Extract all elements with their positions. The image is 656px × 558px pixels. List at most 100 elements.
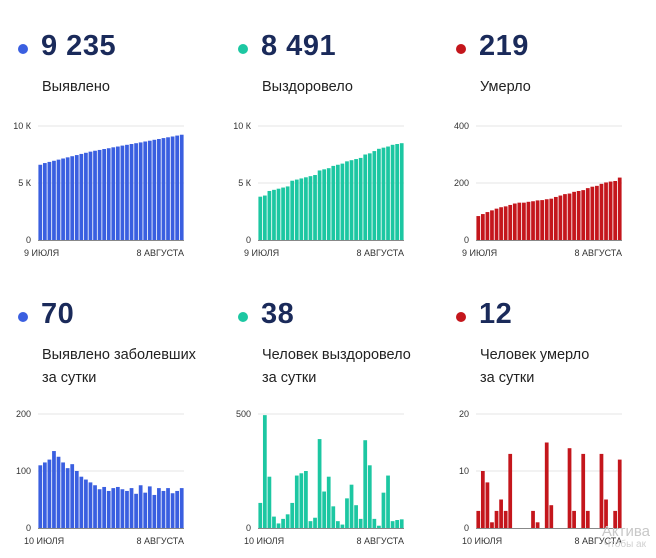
bar: [354, 159, 358, 240]
bar: [125, 144, 129, 240]
bar: [42, 163, 47, 240]
legend-dot-icon: [238, 312, 248, 322]
y-tick-label: 10 К: [233, 121, 252, 131]
bar: [42, 462, 47, 528]
bar: [70, 156, 75, 240]
bar: [331, 506, 336, 528]
x-tick-label-end: 8 АВГУСТА: [136, 248, 184, 258]
bar: [372, 151, 377, 240]
bar: [47, 161, 52, 240]
y-tick-label: 400: [454, 121, 469, 131]
bar: [544, 442, 549, 528]
stat-label: Человек выздоровело: [262, 347, 411, 363]
bar: [106, 148, 111, 240]
bar: [604, 182, 608, 240]
bar: [512, 203, 517, 240]
bar: [480, 471, 485, 528]
bar: [372, 518, 377, 528]
bar: [617, 459, 622, 528]
bar: [299, 473, 304, 528]
bar: [581, 453, 586, 528]
bar: [367, 465, 372, 528]
bar: [276, 523, 281, 528]
y-tick-label: 200: [454, 178, 469, 188]
bar: [56, 456, 61, 528]
bar: [276, 188, 281, 240]
stat-label: Умерло: [480, 79, 531, 95]
bar: [115, 146, 120, 240]
bar: [395, 520, 400, 528]
x-tick-label-start: 9 ИЮЛЯ: [244, 248, 279, 258]
bar: [111, 488, 116, 528]
bar: [299, 178, 304, 240]
y-tick-label: 10 К: [13, 121, 32, 131]
bar: [84, 479, 88, 528]
x-tick-label-start: 10 ИЮЛЯ: [24, 536, 64, 546]
bar: [540, 200, 545, 240]
x-tick-label-end: 8 АВГУСТА: [356, 248, 404, 258]
bar: [308, 176, 313, 240]
bar: [52, 451, 56, 528]
bar: [490, 210, 494, 240]
bar: [340, 163, 345, 240]
bar: [499, 499, 503, 528]
bar: [143, 141, 148, 240]
x-tick-label-end: 8 АВГУСТА: [136, 536, 184, 546]
bar: [522, 202, 526, 240]
bar: [65, 157, 70, 240]
bar-chart: 0 200 400 9 ИЮЛЯ 8 АВГУСТА: [454, 121, 622, 258]
bar: [272, 516, 276, 528]
y-tick-label: 0: [246, 523, 251, 533]
stat-panel: 8 491 Выздоровело 0 5 К 10 К 9 ИЮЛЯ 8 АВГУСТА: [233, 30, 448, 290]
bar: [572, 510, 576, 528]
bar: [544, 199, 549, 240]
bar: [590, 186, 595, 240]
bar: [358, 518, 363, 528]
bar: [166, 488, 170, 528]
y-tick-label: 5 К: [238, 178, 252, 188]
bar: [476, 510, 481, 528]
bar: [179, 488, 184, 528]
bar: [326, 476, 331, 528]
bar: [97, 149, 102, 240]
bar: [93, 485, 97, 528]
bar: [567, 448, 572, 528]
stat-panel: 12 Человек умерло за сутки 0 10 20 10 ИЮЛЯ 8 АВ…: [456, 298, 656, 558]
bar: [152, 139, 157, 240]
x-tick-label-start: 10 ИЮЛЯ: [462, 536, 502, 546]
bar: [70, 464, 75, 528]
bar: [386, 146, 390, 240]
bar: [129, 144, 134, 240]
bar: [358, 157, 363, 240]
bar: [84, 152, 88, 240]
bar: [147, 486, 152, 528]
stat-value: 70: [41, 298, 75, 330]
bar: [381, 492, 386, 528]
x-tick-label-end: 8 АВГУСТА: [574, 248, 622, 258]
bar: [395, 144, 400, 240]
bar: [363, 440, 368, 528]
bar: [367, 153, 372, 240]
bar: [61, 158, 65, 240]
bar: [499, 207, 503, 240]
bar: [599, 183, 604, 240]
bar: [281, 187, 285, 240]
bar: [531, 201, 535, 240]
bar: [106, 490, 111, 528]
stat-value: 219: [479, 30, 529, 62]
bar: [377, 148, 381, 240]
legend-dot-icon: [238, 44, 248, 54]
bar: [349, 160, 354, 240]
bar: [47, 459, 52, 528]
bar: [290, 502, 295, 528]
bar-chart: 0 500 10 ИЮЛЯ 8 АВГУСТА: [236, 409, 404, 546]
stat-label: Человек умерло: [480, 347, 590, 363]
bar: [93, 150, 97, 240]
bar: [317, 170, 322, 240]
bar: [363, 154, 368, 240]
bar-chart: 0 10 20 10 ИЮЛЯ 8 АВГУСТА: [459, 409, 622, 546]
stat-label: за сутки: [262, 370, 317, 386]
bar: [175, 135, 180, 240]
stat-label: Выздоровело: [262, 79, 353, 95]
bar: [161, 138, 166, 240]
